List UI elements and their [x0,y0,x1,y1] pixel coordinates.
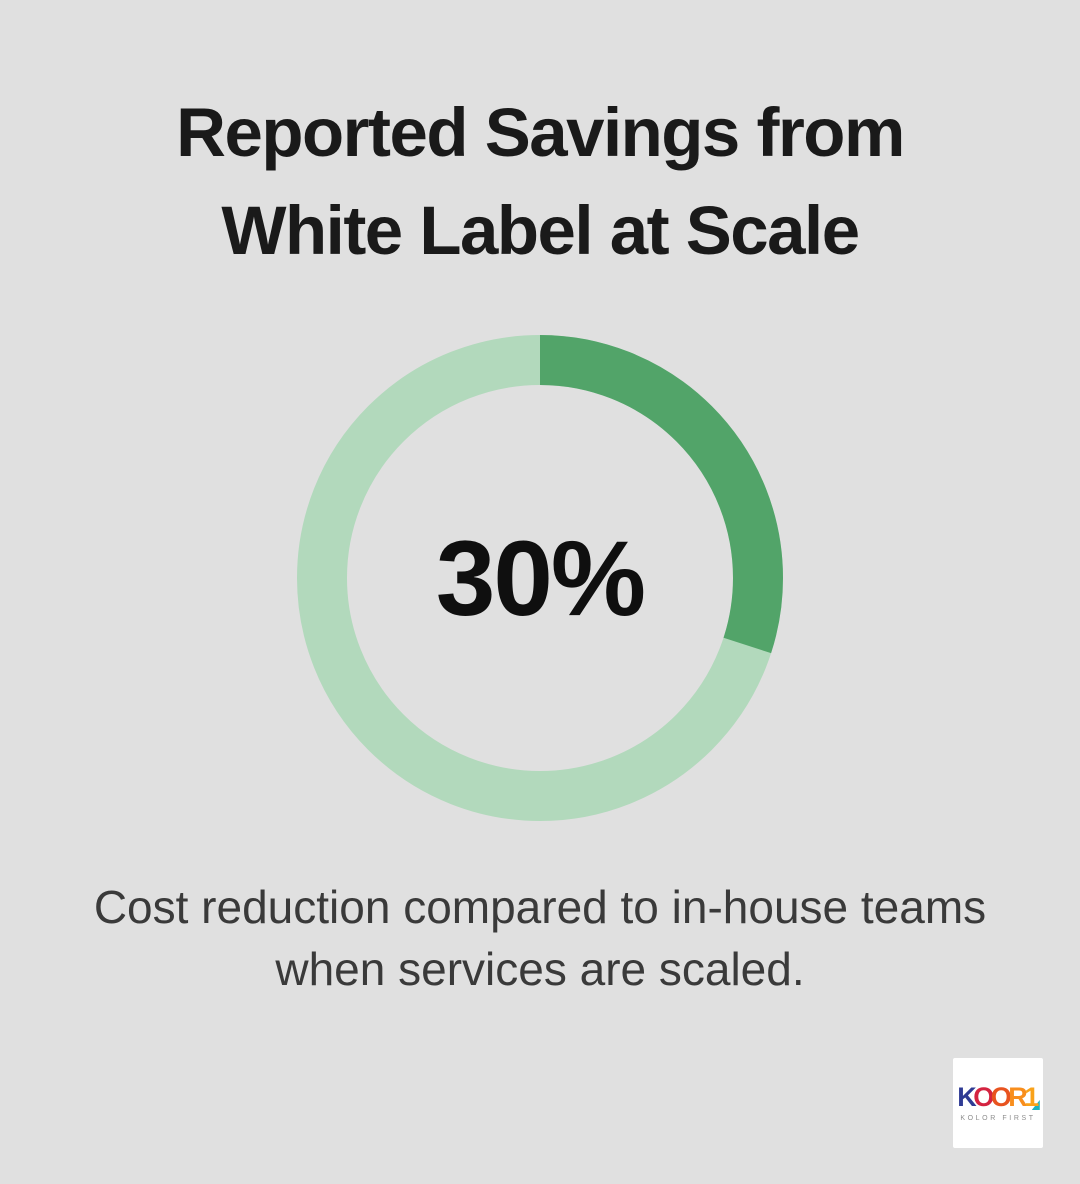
logo-accent-triangle-icon [1031,1100,1040,1110]
logo-wordmark: KOOR1 [957,1082,1040,1112]
page-title-line1: Reported Savings from [176,94,905,171]
logo-letter: 1 [1024,1082,1039,1112]
logo-tagline: KOLOR FIRST [960,1115,1036,1122]
donut-chart-svg [297,335,783,821]
brand-logo-card: KOOR1 KOLOR FIRST [953,1058,1043,1148]
chart-caption-line1: Cost reduction compared to in-house team… [93,881,987,933]
logo-letter: O [973,1082,994,1112]
chart-caption-line2: when services are scaled. [275,943,805,995]
donut-chart: 30% [280,318,800,838]
page-title: Reported Savings from White Label at Sca… [0,84,1080,280]
donut-filled-arc [297,335,783,821]
logo-letter: K [957,1082,977,1112]
chart-caption: Cost reduction compared to in-house team… [0,876,1080,1000]
logo-letter: R [1008,1082,1028,1112]
page-title-line2: White Label at Scale [221,192,860,269]
logo-letter: O [990,1082,1012,1112]
